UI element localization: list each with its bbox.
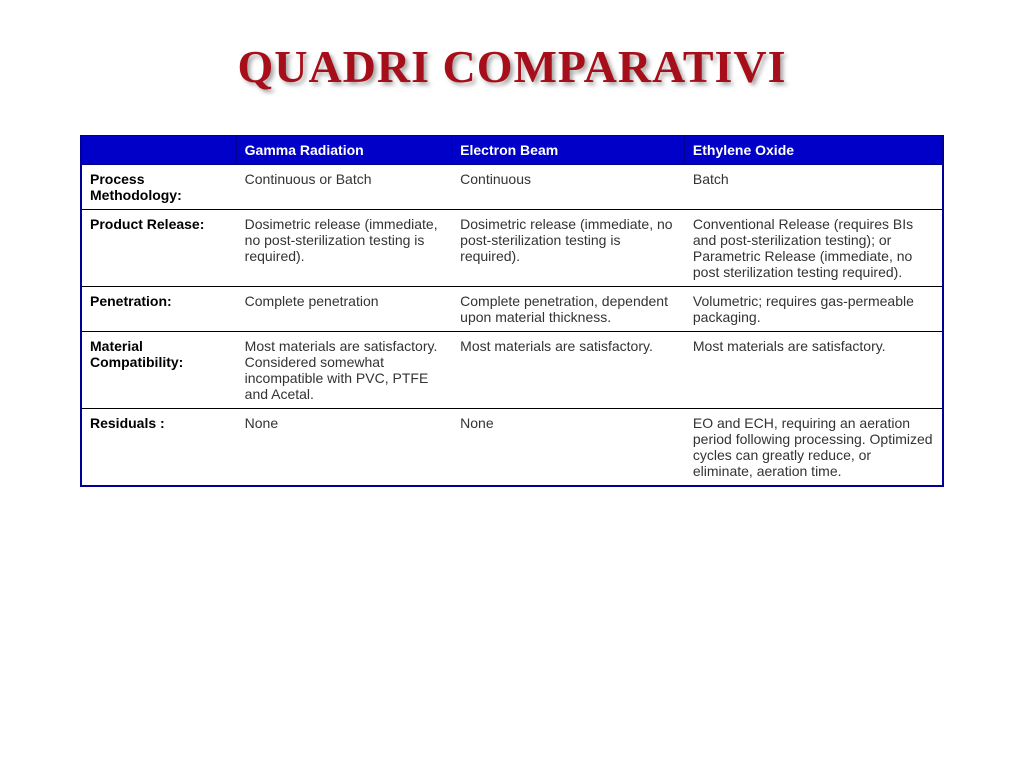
row-label: Material Compatibility: xyxy=(81,332,236,409)
row-label: Penetration: xyxy=(81,287,236,332)
row-label: Product Release: xyxy=(81,210,236,287)
cell-gamma: Continuous or Batch xyxy=(236,165,452,210)
cell-eo: Batch xyxy=(684,165,943,210)
cell-ebeam: Complete penetration, dependent upon mat… xyxy=(452,287,685,332)
table-row: Penetration: Complete penetration Comple… xyxy=(81,287,943,332)
cell-eo: Volumetric; requires gas-permeable packa… xyxy=(684,287,943,332)
cell-eo: Conventional Release (requires BIs and p… xyxy=(684,210,943,287)
table-row: Material Compatibility: Most materials a… xyxy=(81,332,943,409)
table-row: Process Methodology: Continuous or Batch… xyxy=(81,165,943,210)
cell-eo: EO and ECH, requiring an aeration period… xyxy=(684,409,943,487)
col-header-ebeam: Electron Beam xyxy=(452,136,685,165)
col-header-eo: Ethylene Oxide xyxy=(684,136,943,165)
comparison-table: Gamma Radiation Electron Beam Ethylene O… xyxy=(80,135,944,487)
cell-ebeam: Dosimetric release (immediate, no post-s… xyxy=(452,210,685,287)
col-header-rowlabel xyxy=(81,136,236,165)
cell-ebeam: Most materials are satisfactory. xyxy=(452,332,685,409)
page-title: QUADRI COMPARATIVI xyxy=(80,40,944,93)
cell-ebeam: None xyxy=(452,409,685,487)
table-header-row: Gamma Radiation Electron Beam Ethylene O… xyxy=(81,136,943,165)
cell-ebeam: Continuous xyxy=(452,165,685,210)
table-header: Gamma Radiation Electron Beam Ethylene O… xyxy=(81,136,943,165)
table-row: Product Release: Dosimetric release (imm… xyxy=(81,210,943,287)
table-row: Residuals : None None EO and ECH, requir… xyxy=(81,409,943,487)
page: QUADRI COMPARATIVI Gamma Radiation Elect… xyxy=(0,0,1024,768)
cell-gamma: Most materials are satisfactory. Conside… xyxy=(236,332,452,409)
cell-gamma: Complete penetration xyxy=(236,287,452,332)
col-header-gamma: Gamma Radiation xyxy=(236,136,452,165)
table-body: Process Methodology: Continuous or Batch… xyxy=(81,165,943,487)
row-label: Process Methodology: xyxy=(81,165,236,210)
row-label: Residuals : xyxy=(81,409,236,487)
cell-gamma: Dosimetric release (immediate, no post-s… xyxy=(236,210,452,287)
cell-eo: Most materials are satisfactory. xyxy=(684,332,943,409)
cell-gamma: None xyxy=(236,409,452,487)
